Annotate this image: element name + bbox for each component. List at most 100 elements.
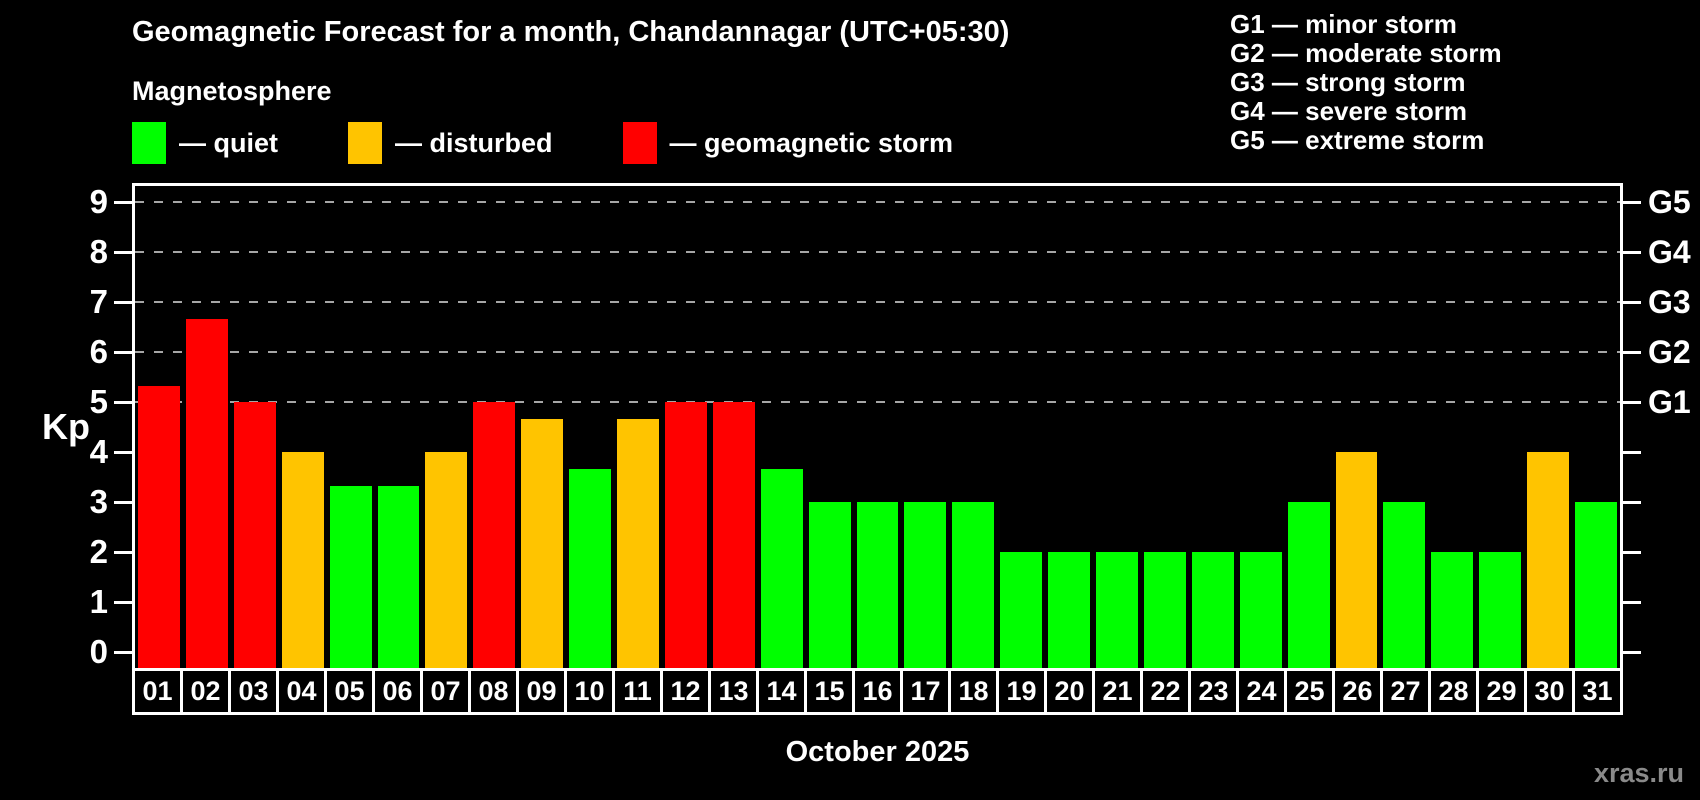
y-tick-right-4: [1623, 451, 1641, 454]
legend-label-quiet: — quiet: [179, 127, 278, 158]
bar-day-05: [329, 485, 372, 668]
day-cell-20: 20: [1044, 668, 1095, 715]
y-tick-left-5: [114, 401, 132, 404]
day-cell-09: 09: [516, 668, 567, 715]
right-axis-label-G1: G1: [1648, 384, 1691, 420]
bar-day-25: [1287, 502, 1330, 668]
day-cell-04: 04: [276, 668, 327, 715]
day-cell-16: 16: [852, 668, 903, 715]
day-cell-28: 28: [1428, 668, 1479, 715]
y-tick-right-5: [1623, 401, 1641, 404]
day-cell-26: 26: [1332, 668, 1383, 715]
day-cell-07: 07: [420, 668, 471, 715]
day-cell-05: 05: [324, 668, 375, 715]
legend-swatch-disturbed: [348, 122, 382, 164]
day-cell-13: 13: [708, 668, 759, 715]
y-tick-label-3: 3: [89, 483, 108, 520]
y-tick-label-8: 8: [89, 233, 108, 270]
day-cell-06: 06: [372, 668, 423, 715]
bar-day-20: [1048, 552, 1091, 668]
g-legend-line-5: G5 — extreme storm: [1230, 125, 1485, 155]
y-tick-label-6: 6: [89, 333, 108, 370]
chart-title: Geomagnetic Forecast for a month, Chanda…: [132, 16, 1010, 48]
legend-swatch-quiet: [132, 122, 166, 164]
legend-label-storm: — geomagnetic storm: [669, 127, 954, 158]
y-tick-label-7: 7: [89, 283, 108, 320]
y-axis-title: Kp: [42, 406, 90, 447]
right-axis-label-G5: G5: [1648, 184, 1691, 220]
bar-day-27: [1383, 502, 1426, 668]
y-tick-label-9: 9: [89, 183, 108, 220]
y-tick-left-6: [114, 351, 132, 354]
day-cell-25: 25: [1284, 668, 1335, 715]
day-cell-10: 10: [564, 668, 615, 715]
bar-day-02: [185, 318, 228, 668]
g-legend-line-4: G4 — severe storm: [1230, 96, 1468, 126]
right-axis-label-G4: G4: [1648, 234, 1691, 270]
y-tick-right-6: [1623, 351, 1641, 354]
day-cell-14: 14: [756, 668, 807, 715]
day-cell-15: 15: [804, 668, 855, 715]
legend-item-storm: — geomagnetic storm: [622, 122, 954, 164]
grid-line-kp8: [135, 251, 1620, 253]
y-tick-left-2: [114, 551, 132, 554]
day-cell-01: 01: [132, 668, 183, 715]
day-cell-08: 08: [468, 668, 519, 715]
bar-day-06: [377, 485, 420, 668]
right-axis-label-G3: G3: [1648, 284, 1691, 320]
x-axis-title: October 2025: [785, 736, 970, 768]
day-cell-22: 22: [1140, 668, 1191, 715]
day-cell-19: 19: [996, 668, 1047, 715]
bar-day-11: [617, 418, 659, 668]
bar-day-03: [233, 402, 276, 668]
bar-day-13: [712, 402, 755, 668]
bar-day-17: [904, 502, 947, 668]
y-tick-label-5: 5: [89, 383, 108, 420]
legend-item-disturbed: — disturbed: [348, 122, 553, 164]
bar-day-14: [760, 468, 803, 668]
y-tick-right-1: [1623, 601, 1641, 604]
y-tick-left-7: [114, 301, 132, 304]
y-tick-right-0: [1623, 651, 1641, 654]
g-scale-legend: G1 — minor storm G2 — moderate storm G3 — …: [1230, 10, 1502, 155]
y-tick-right-2: [1623, 551, 1641, 554]
bar-day-10: [569, 468, 612, 668]
day-cell-17: 17: [900, 668, 951, 715]
g-legend-line-3: G3 — strong storm: [1230, 67, 1466, 97]
right-axis-label-G2: G2: [1648, 334, 1691, 370]
bar-day-28: [1431, 552, 1474, 668]
bar-day-09: [521, 418, 564, 668]
y-tick-right-9: [1623, 201, 1641, 204]
y-tick-right-7: [1623, 301, 1641, 304]
y-tick-left-1: [114, 601, 132, 604]
day-cell-11: 11: [612, 668, 663, 715]
y-tick-right-8: [1623, 251, 1641, 254]
day-cell-23: 23: [1188, 668, 1239, 715]
legend-item-quiet: — quiet: [132, 122, 278, 164]
y-tick-label-4: 4: [89, 433, 108, 470]
bar-day-12: [664, 402, 707, 668]
bar-day-15: [808, 502, 851, 668]
legend-label-disturbed: — disturbed: [395, 127, 553, 158]
bar-day-18: [952, 502, 995, 668]
chart-subtitle: Magnetosphere: [132, 76, 332, 106]
bar-day-16: [856, 502, 899, 668]
day-cell-12: 12: [660, 668, 711, 715]
bar-day-29: [1479, 552, 1522, 668]
legend-swatch-storm: [622, 122, 657, 164]
y-tick-left-0: [114, 651, 132, 654]
bar-day-01: [138, 385, 180, 668]
day-cell-27: 27: [1380, 668, 1431, 715]
y-tick-label-0: 0: [89, 633, 108, 670]
grid-line-kp5: [135, 401, 1620, 403]
bar-day-07: [425, 452, 468, 668]
bar-day-31: [1575, 502, 1617, 668]
bar-day-26: [1335, 452, 1378, 668]
bar-day-08: [473, 402, 516, 668]
bar-day-19: [1000, 552, 1043, 668]
day-cell-30: 30: [1524, 668, 1575, 715]
day-cell-24: 24: [1236, 668, 1287, 715]
day-cell-02: 02: [180, 668, 231, 715]
day-cell-18: 18: [948, 668, 999, 715]
y-tick-left-8: [114, 251, 132, 254]
